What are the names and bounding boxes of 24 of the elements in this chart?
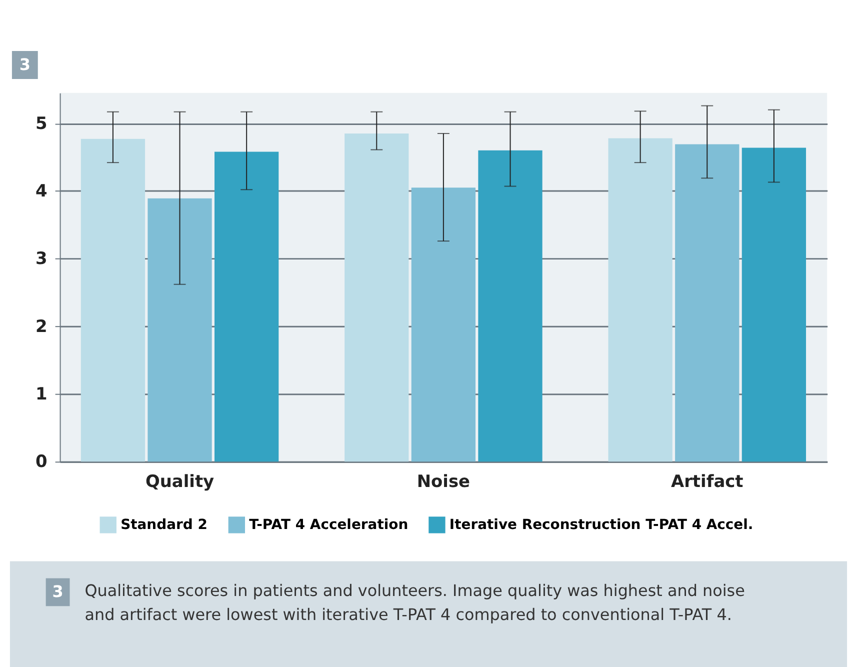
bar bbox=[214, 152, 279, 462]
chart-title: 3 bbox=[19, 54, 30, 74]
y-tick-label: 5 bbox=[36, 112, 48, 133]
y-tick-label: 2 bbox=[36, 316, 48, 336]
y-tick-label: 1 bbox=[36, 383, 48, 404]
bar bbox=[608, 138, 672, 462]
x-tick-label: Artifact bbox=[670, 471, 744, 492]
bar bbox=[411, 188, 476, 462]
bar bbox=[675, 144, 740, 462]
bar bbox=[344, 133, 409, 462]
x-tick-label: Noise bbox=[416, 471, 470, 492]
y-tick-label: 3 bbox=[36, 248, 48, 268]
legend-label: Iterative Reconstruction T-PAT 4 Accel. bbox=[449, 516, 754, 533]
x-tick-label: Quality bbox=[145, 471, 214, 492]
legend-label: Standard 2 bbox=[120, 516, 208, 533]
legend-label: T-PAT 4 Acceleration bbox=[249, 516, 408, 533]
bar bbox=[478, 150, 542, 462]
text: Qualitative scores in patients and volunteers. Image quality was highest and noise and artifact were lowest with iterative T-PAT 4 compared to conventional T-PAT 4. bbox=[84, 581, 745, 624]
text: 3 bbox=[52, 582, 64, 602]
bar bbox=[148, 198, 212, 462]
bar bbox=[80, 138, 146, 462]
bar bbox=[742, 148, 806, 462]
y-tick-label: 0 bbox=[36, 451, 48, 472]
y-tick-label: 4 bbox=[36, 180, 48, 200]
